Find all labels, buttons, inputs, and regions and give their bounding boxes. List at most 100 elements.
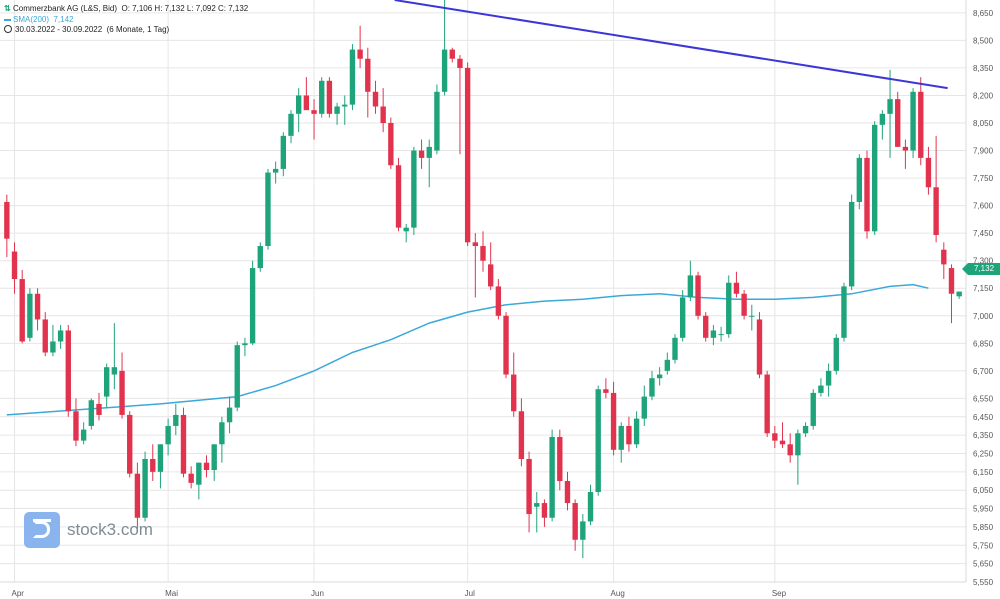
candle-body [295, 95, 302, 114]
candle-body [779, 440, 786, 445]
candle-body [580, 521, 586, 540]
candle-body [895, 99, 901, 147]
x-tick-label: Aug [611, 589, 625, 598]
candle-body [733, 282, 740, 294]
candle-body [718, 334, 724, 336]
candle-body [749, 315, 755, 317]
candle-body [142, 458, 148, 518]
candle-body [618, 425, 624, 450]
candle-body [27, 293, 33, 338]
candle-body [411, 150, 417, 228]
candle-body [388, 123, 394, 166]
sma-label: SMA(200) [13, 15, 50, 24]
range-header: 30.03.2022 - 30.09.2022 (6 Monate, 1 Tag… [4, 25, 169, 35]
candle-body [157, 444, 164, 472]
candle-body [956, 291, 962, 297]
candle-body [864, 157, 870, 232]
candle-body [88, 400, 95, 426]
candle-body [534, 503, 540, 507]
candle-body [96, 403, 102, 415]
candle-body [73, 411, 79, 441]
y-tick-label: 6,850 [973, 339, 994, 348]
candle-body [365, 58, 371, 92]
candle-body [272, 168, 279, 173]
candle-body [526, 458, 532, 515]
candle-body [280, 135, 287, 169]
y-tick-label: 6,350 [973, 431, 994, 440]
ohlc-values: O: 7,106 H: 7,132 L: 7,092 C: 7,132 [121, 4, 249, 13]
y-tick-label: 7,300 [973, 257, 994, 266]
candle-body [165, 425, 171, 445]
y-tick-label: 7,000 [973, 312, 994, 321]
candle-body [726, 282, 732, 335]
candle-body [395, 165, 402, 228]
candle-body [795, 433, 801, 456]
candles-layer [4, 0, 962, 559]
sma-header: SMA(200) 7,142 [4, 15, 74, 25]
y-tick-label: 5,750 [973, 541, 994, 550]
candle-body [656, 374, 663, 379]
candle-body [564, 481, 571, 504]
candle-body [403, 227, 409, 232]
chart-type-icon: ⇅ [4, 4, 11, 13]
candle-body [303, 95, 310, 111]
candle-body [441, 49, 448, 92]
candle-body [111, 367, 118, 375]
candle-body [495, 286, 502, 316]
candle-body [626, 425, 632, 445]
candle-body [941, 249, 947, 265]
candle-body [764, 374, 770, 434]
y-tick-label: 6,150 [973, 468, 994, 477]
candle-body [196, 462, 202, 485]
trendline-layer [394, 0, 948, 90]
date-range: 30.03.2022 - 30.09.2022 [15, 25, 103, 34]
candle-body [80, 429, 87, 441]
candle-body [572, 503, 578, 540]
y-tick-label: 5,550 [973, 578, 994, 587]
candle-body [772, 433, 778, 441]
candle-body [948, 268, 955, 294]
candle-body [19, 279, 25, 342]
y-tick-label: 8,650 [973, 9, 994, 18]
sma-line-icon [4, 18, 11, 21]
instrument-name: Commerzbank AG (L&S, Bid) [13, 4, 118, 13]
y-tick-label: 8,050 [973, 119, 994, 128]
candle-body [4, 201, 10, 239]
candle-body [65, 330, 71, 412]
y-tick-label: 6,050 [973, 486, 994, 495]
candle-body [518, 411, 525, 459]
y-tick-label: 8,200 [973, 91, 994, 100]
candle-body [825, 370, 832, 386]
last-price-badge: 7,132 [962, 263, 1000, 275]
candle-body [710, 330, 717, 338]
candle-body [219, 422, 225, 445]
y-tick-label: 8,500 [973, 36, 994, 45]
watermark: stock3.com [24, 511, 153, 549]
candle-body [234, 345, 240, 408]
candle-body [848, 201, 855, 287]
candle-body [703, 315, 709, 338]
candle-body [257, 246, 263, 269]
candle-body [464, 67, 471, 243]
candle-body [242, 343, 248, 346]
y-tick-label: 7,600 [973, 202, 994, 211]
candle-body [134, 473, 141, 518]
candle-body [587, 492, 594, 522]
sma200-line-layer [6, 283, 929, 416]
candle-body [311, 110, 317, 114]
candle-body [541, 503, 548, 518]
candle-body [557, 436, 563, 482]
candle-body [11, 251, 18, 280]
candle-body [150, 458, 156, 472]
candle-body [871, 124, 878, 232]
candle-body [449, 49, 455, 59]
candle-body [641, 396, 647, 419]
y-tick-label: 7,900 [973, 147, 994, 156]
x-tick-label: Sep [772, 589, 787, 598]
candle-body [741, 293, 747, 316]
candle-body [925, 157, 932, 188]
candle-body [418, 150, 425, 158]
candle-body [664, 359, 671, 371]
y-tick-label: 7,150 [973, 284, 994, 293]
